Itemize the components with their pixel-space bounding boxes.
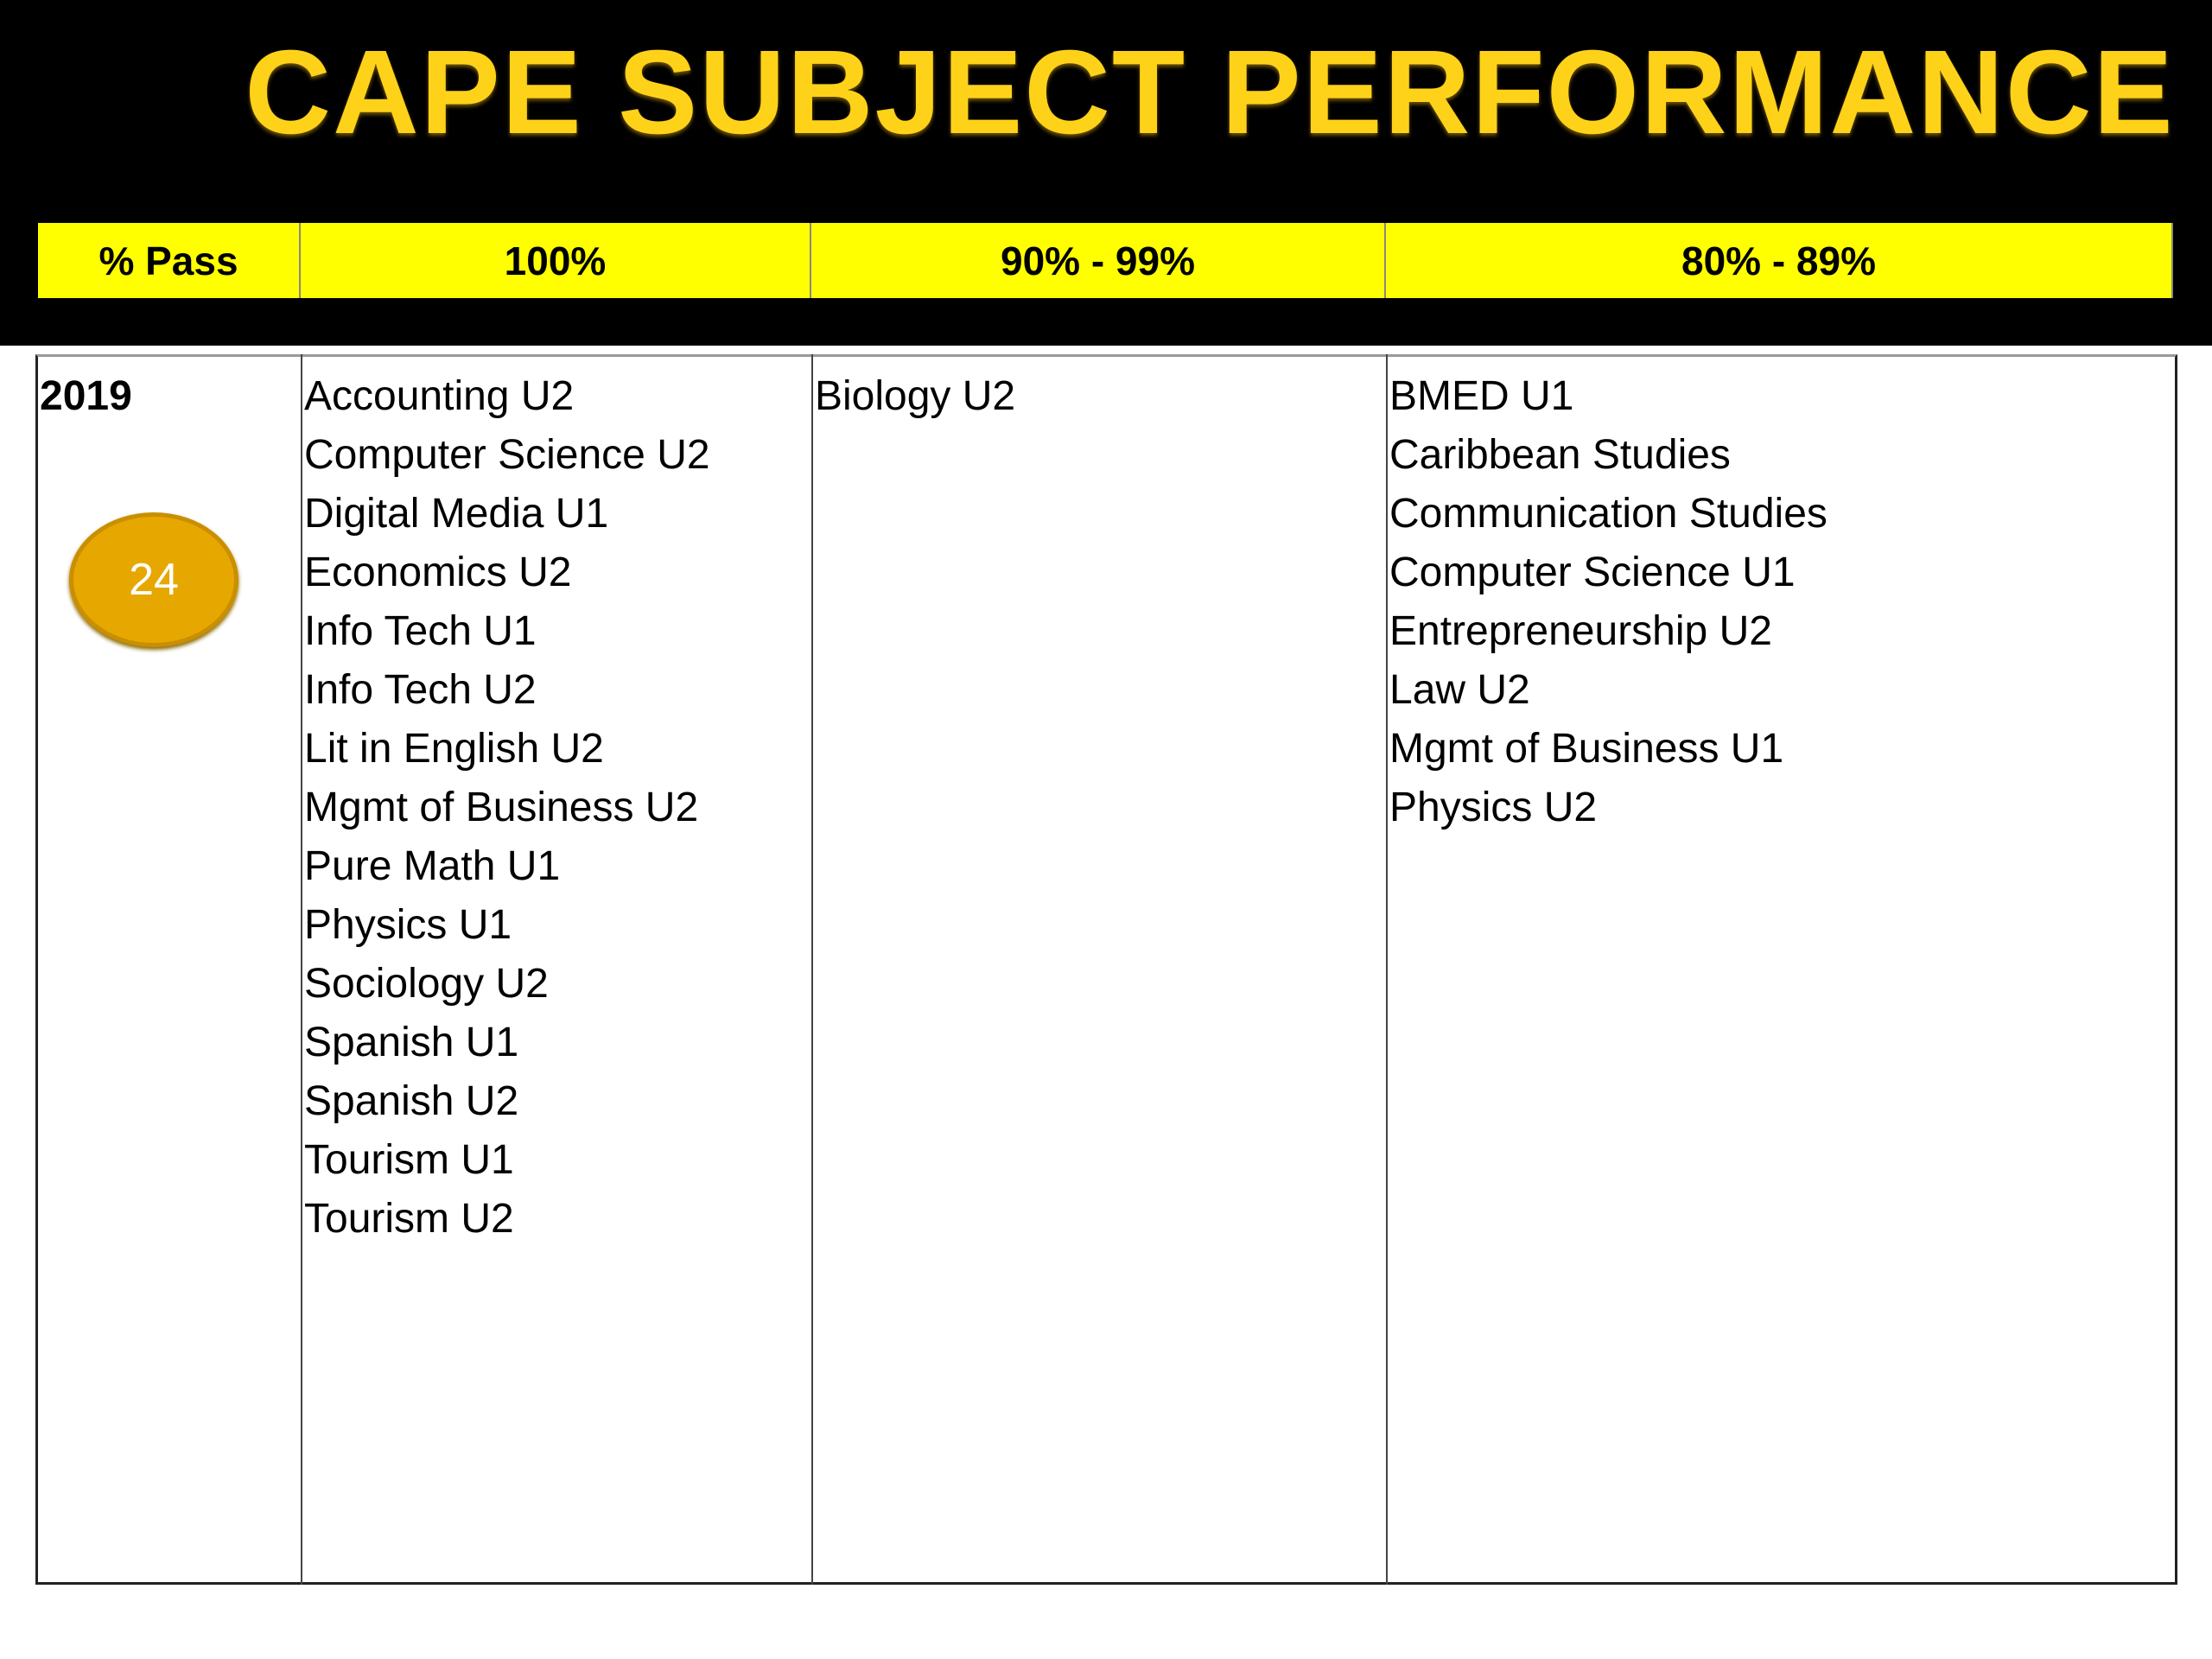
title: CAPE SUBJECT PERFORMANCE: [245, 26, 2175, 159]
subject: Entrepreneurship U2: [1389, 608, 1772, 654]
subject: Lit in English U2: [304, 726, 604, 772]
subject: Info Tech U1: [304, 608, 537, 654]
subject: Spanish U1: [304, 1020, 519, 1065]
subject: Computer Science U1: [1389, 550, 1796, 595]
subject: Biology U2: [815, 373, 1016, 419]
column-header: 90% - 99%: [811, 223, 1386, 298]
subject: Digital Media U1: [304, 491, 609, 537]
subject-list: Accounting U2 Computer Science U2 Digital …: [304, 367, 710, 1249]
subject: Pure Math U1: [304, 843, 561, 889]
column-header: % Pass: [38, 223, 301, 298]
table: [35, 354, 2177, 1585]
subject: Sociology U2: [304, 961, 549, 1007]
subject: Economics U2: [304, 550, 572, 595]
subject: Mgmt of Business U2: [304, 785, 699, 830]
subject: Mgmt of Business U1: [1389, 726, 1784, 772]
subject: Law U2: [1389, 667, 1530, 713]
column-header: 80% - 89%: [1386, 223, 2173, 298]
column-divider: [811, 354, 813, 1585]
subject: Spanish U2: [304, 1078, 519, 1124]
subject: Tourism U1: [304, 1137, 514, 1183]
subject: BMED U1: [1389, 373, 1574, 419]
subject: Communication Studies: [1389, 491, 1827, 537]
subject: Tourism U2: [304, 1196, 514, 1242]
subject: Physics U2: [1389, 785, 1598, 830]
column-divider: [301, 354, 302, 1585]
subject: Caribbean Studies: [1389, 432, 1731, 478]
subject: Info Tech U2: [304, 667, 537, 713]
column-divider: [1386, 354, 1388, 1585]
subject-list: Biology U2: [815, 367, 1015, 426]
slide-number: 24: [69, 512, 238, 647]
row-label: 2019: [40, 373, 132, 419]
column-header: 100%: [301, 223, 811, 298]
subject: Accounting U2: [304, 373, 575, 419]
subject-list: BMED U1 Caribbean Studies Communication St…: [1389, 367, 1827, 837]
subject: Physics U1: [304, 902, 512, 948]
subject: Computer Science U2: [304, 432, 710, 478]
